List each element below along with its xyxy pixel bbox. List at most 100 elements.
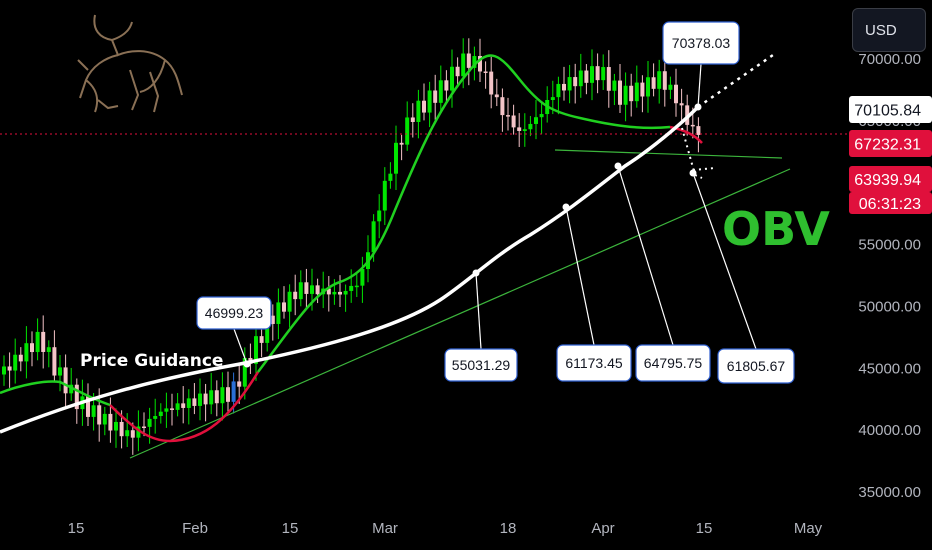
- callout-label: 55031.29: [452, 357, 511, 373]
- candle-body: [646, 77, 650, 97]
- candle-body: [410, 117, 415, 122]
- candle-body: [130, 430, 135, 438]
- candle-body: [377, 210, 382, 222]
- candle-body: [142, 426, 146, 429]
- candle-body: [483, 71, 488, 73]
- y-tick-label: 50000.00: [858, 298, 921, 315]
- candle-body: [52, 347, 57, 376]
- candle-body: [349, 285, 354, 291]
- currency-label: USD: [865, 21, 897, 39]
- callout-box: [556, 344, 632, 382]
- candle-body: [214, 390, 219, 404]
- candle-body: [668, 84, 673, 90]
- x-tick-label: 15: [68, 520, 85, 537]
- candle-body: [438, 80, 443, 103]
- callout-box: [444, 348, 518, 382]
- y-tick-label: 35000.00: [858, 484, 921, 501]
- candle-body: [270, 315, 275, 324]
- callout-box: [717, 348, 795, 384]
- candle-body: [478, 56, 482, 72]
- candle-body: [293, 291, 298, 300]
- candle-body: [102, 413, 107, 425]
- x-tick-label: Apr: [591, 520, 614, 537]
- candle-body: [657, 71, 662, 89]
- candle-body: [578, 70, 583, 87]
- y-tick-label: 40000.00: [858, 422, 921, 439]
- candle-body: [472, 56, 477, 68]
- callout-box: [662, 21, 740, 65]
- candle-body: [461, 53, 466, 77]
- candle-body: [259, 336, 264, 343]
- candle-body: [7, 366, 12, 371]
- candle-body: [170, 408, 174, 410]
- lines-layer: [0, 53, 850, 459]
- candle-body: [108, 413, 113, 431]
- candle-body: [276, 302, 281, 324]
- candle-body: [522, 129, 527, 131]
- candle-body: [30, 343, 34, 353]
- candle-body: [629, 85, 634, 102]
- candle-body: [556, 83, 561, 98]
- candle-body: [310, 285, 314, 294]
- candle-body: [220, 387, 225, 404]
- candle-body: [287, 291, 292, 312]
- candle-body: [242, 358, 247, 387]
- candle-body: [181, 403, 186, 408]
- candle-body: [444, 80, 449, 91]
- callout-leader: [475, 272, 482, 350]
- callout-leader: [617, 165, 674, 346]
- candle-body: [343, 290, 348, 295]
- ma-line-up: [0, 380, 111, 407]
- candle-body: [136, 426, 141, 438]
- candle-body: [371, 221, 376, 253]
- candle-body: [595, 66, 600, 81]
- candle-body: [511, 115, 516, 128]
- candle-body: [489, 71, 494, 95]
- candle-body: [601, 67, 606, 81]
- candle-body: [326, 288, 331, 295]
- candle-body: [74, 384, 79, 410]
- candle-body: [203, 393, 208, 405]
- candle-body: [158, 411, 163, 417]
- candle-body: [506, 115, 510, 117]
- candle-body: [662, 71, 667, 90]
- candle-body: [119, 421, 124, 437]
- x-axis: 15 Feb 15 Mar 18 Apr 15 May: [68, 520, 823, 537]
- candle-body: [125, 430, 130, 437]
- candle-body: [164, 408, 169, 412]
- ma-line-down: [109, 371, 260, 443]
- candle-body: [97, 405, 102, 425]
- price-tag-label: 63939.94: [854, 172, 921, 189]
- x-tick-label: 15: [696, 520, 713, 537]
- candle-body: [265, 315, 270, 343]
- candle-body: [500, 97, 505, 116]
- candle-body: [550, 97, 555, 101]
- callout-box: [196, 296, 272, 330]
- candle-body: [63, 367, 68, 394]
- candle-body: [590, 66, 594, 83]
- candle-body: [282, 302, 286, 312]
- candle-body: [399, 142, 404, 145]
- x-tick-label: 15: [282, 520, 299, 537]
- candle-body: [315, 285, 320, 295]
- y-tick-label: 45000.00: [858, 360, 921, 377]
- candle-body: [450, 66, 454, 91]
- price-tag-box: [849, 130, 932, 157]
- support-trendline: [129, 168, 791, 459]
- candle-body: [562, 83, 566, 91]
- series-label: Price Guidance: [80, 351, 223, 371]
- price-tag-label: 70105.84: [854, 103, 921, 120]
- candle-body: [209, 390, 214, 405]
- callout-label: 46999.23: [205, 305, 264, 321]
- candle-body: [405, 117, 410, 145]
- candle-body: [388, 173, 393, 181]
- callout-leader: [565, 206, 595, 346]
- candle-body: [640, 82, 645, 97]
- candle-body: [18, 354, 23, 362]
- price-guidance-curve: [0, 105, 700, 434]
- currency-button[interactable]: USD: [852, 8, 926, 52]
- candle-body: [186, 398, 191, 408]
- price-tag-box: [849, 192, 932, 214]
- price-tags: 70105.84 67232.31 63939.94 06:31:23: [849, 96, 932, 214]
